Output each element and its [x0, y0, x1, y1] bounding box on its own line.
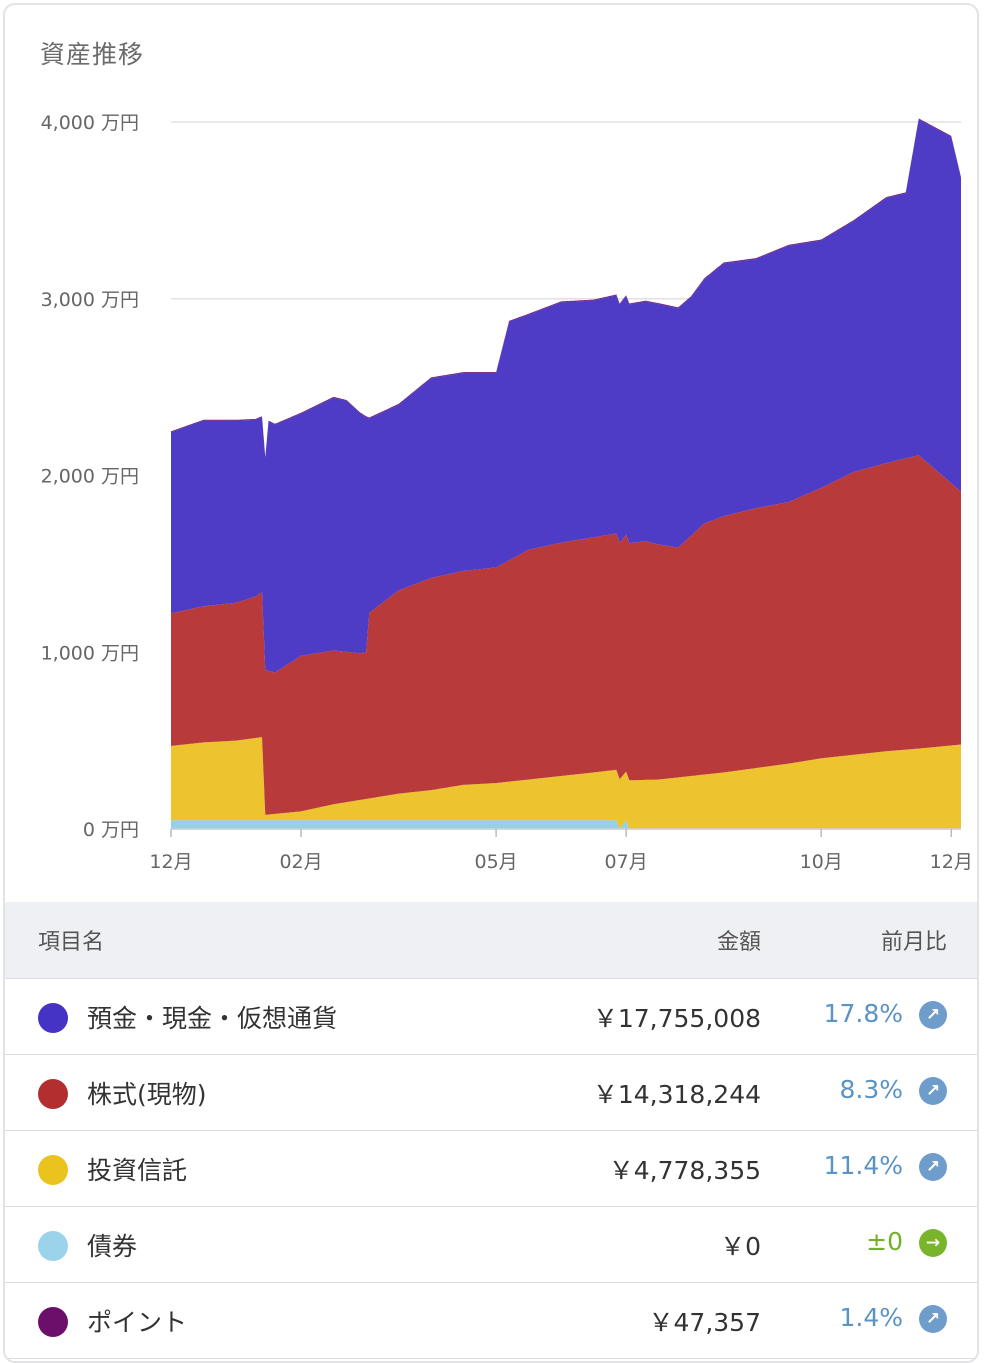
x-tick-label: 12月: [930, 851, 973, 873]
y-tick-label: 4,000 万円: [41, 112, 139, 134]
row-amount: ￥4,778,355: [608, 1156, 761, 1185]
category-color-dot: [38, 1307, 68, 1337]
header-name: 項目名: [38, 930, 105, 955]
category-color-dot: [38, 1155, 68, 1185]
category-color-dot: [38, 1003, 68, 1033]
x-tick-label: 07月: [605, 851, 648, 873]
category-color-dot: [38, 1231, 68, 1261]
y-tick-label: 1,000 万円: [41, 642, 139, 664]
series-area: [171, 455, 961, 815]
series-area: [171, 119, 961, 673]
header-change: 前月比: [880, 930, 947, 955]
table-header: 項目名 金額 前月比: [5, 902, 977, 979]
row-change: 1.4%: [839, 1303, 903, 1332]
x-tick-label: 02月: [279, 851, 322, 873]
series-area: [171, 737, 961, 829]
arrow-up-right-icon: ↗: [919, 1077, 947, 1105]
row-label: 株式(現物): [87, 1080, 207, 1109]
row-change: ±0: [866, 1227, 903, 1256]
row-label: 債券: [87, 1232, 138, 1261]
table-row[interactable]: 株式(現物) ￥14,318,244 8.3% ↗: [5, 1055, 977, 1131]
series-area: [171, 820, 961, 829]
table-row[interactable]: 債券 ￥0 ±0 →: [5, 1207, 977, 1283]
row-change: 17.8%: [823, 999, 903, 1028]
y-tick-label: 3,000 万円: [41, 289, 139, 311]
header-amount: 金額: [716, 930, 761, 955]
asset-stacked-area-chart: 4,000 万円 3,000 万円 2,000 万円 1,000 万円 0 万円 12月 0…: [41, 112, 973, 873]
row-label: 預金・現金・仮想通貨: [87, 1004, 338, 1033]
asset-trend-card: 資産推移 4,000 万円 3,000 万円 2,000 万円 1,000 万円 0 万…: [3, 3, 979, 1363]
chart-title: 資産推移: [40, 40, 145, 69]
arrow-up-right-icon: ↗: [919, 1153, 947, 1181]
y-tick-label: 2,000 万円: [41, 466, 139, 488]
x-tick-label: 05月: [475, 851, 518, 873]
row-amount: ￥17,755,008: [592, 1004, 761, 1033]
x-tick-label: 12月: [149, 851, 192, 873]
row-label: ポイント: [87, 1308, 188, 1337]
table-row[interactable]: 預金・現金・仮想通貨 ￥17,755,008 17.8% ↗: [5, 979, 977, 1055]
row-change: 8.3%: [839, 1075, 903, 1104]
x-tick-label: 10月: [800, 851, 843, 873]
row-amount: ￥0: [720, 1232, 761, 1261]
arrow-up-right-icon: ↗: [919, 1305, 947, 1333]
y-tick-label: 0 万円: [83, 819, 139, 841]
table-row[interactable]: ポイント ￥47,357 1.4% ↗: [5, 1283, 977, 1359]
category-color-dot: [38, 1079, 68, 1109]
arrow-right-icon: →: [919, 1229, 947, 1257]
row-amount: ￥47,357: [648, 1308, 761, 1337]
arrow-up-right-icon: ↗: [919, 1001, 947, 1029]
table-row[interactable]: 投資信託 ￥4,778,355 11.4% ↗: [5, 1131, 977, 1207]
row-change: 11.4%: [823, 1151, 903, 1180]
row-amount: ￥14,318,244: [592, 1080, 761, 1109]
row-label: 投資信託: [87, 1156, 188, 1185]
